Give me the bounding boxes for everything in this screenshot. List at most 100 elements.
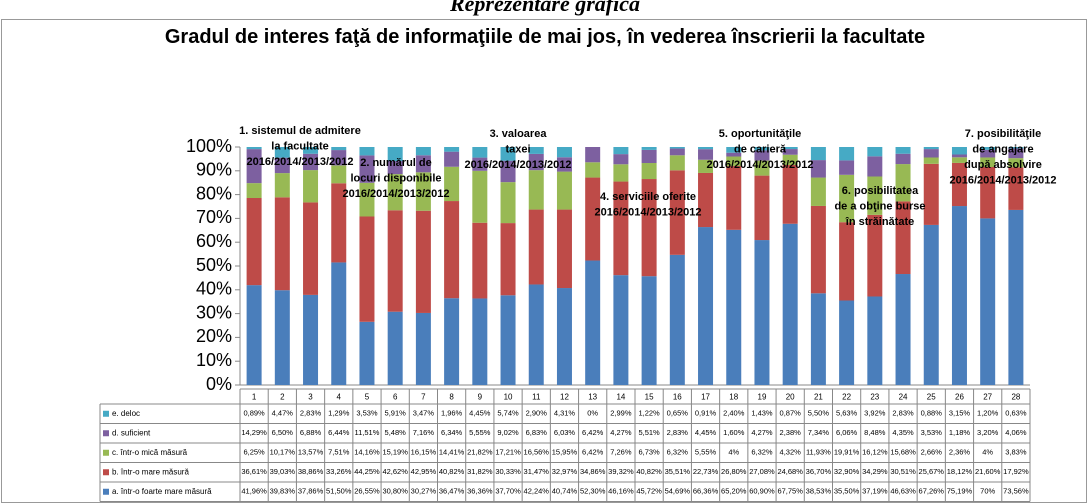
bar-segment — [303, 147, 319, 154]
legend-key — [103, 469, 109, 476]
bar-segment — [556, 157, 572, 172]
bar-segment — [387, 147, 403, 162]
bar-segment — [923, 149, 939, 158]
x-tick-label: 25 — [927, 393, 936, 402]
table-value: 21,60% — [975, 467, 1001, 476]
bar-segment — [669, 254, 685, 385]
table-value: 67,75% — [777, 487, 803, 496]
table-value: 40,82% — [636, 467, 662, 476]
annotation: de carieră — [734, 143, 787, 155]
bar-segment — [669, 170, 685, 255]
table-value: 6,83% — [526, 428, 548, 437]
bar-segment — [331, 183, 347, 263]
table-value: 38,86% — [298, 467, 324, 476]
bar-segment — [839, 160, 855, 175]
bar-segment — [726, 152, 742, 157]
table-value: 6,73% — [638, 448, 660, 457]
bar-segment — [980, 218, 996, 385]
legend-key — [103, 488, 109, 495]
annotation: 4. serviciile oferite — [600, 191, 696, 203]
table-value: 6,03% — [554, 428, 576, 437]
bar-segment — [303, 170, 319, 203]
bar-segment — [980, 157, 996, 167]
bar-segment — [528, 147, 544, 154]
bar-segment — [726, 166, 742, 230]
chart-title: Gradul de interes faţă de informaţiile d… — [164, 26, 926, 48]
bar-segment — [387, 210, 403, 312]
table-value: 30,27% — [411, 487, 437, 496]
table-value: 0,63% — [1005, 409, 1027, 418]
legend-label: a. într-o foarte mare măsură — [112, 487, 212, 496]
table-value: 2,83% — [667, 428, 689, 437]
table-value: 5,51% — [638, 428, 660, 437]
table-value: 27,08% — [749, 467, 775, 476]
bar-segment — [472, 147, 488, 158]
annotation: 7. posibilităţile — [965, 128, 1041, 140]
table-value: 15,19% — [382, 448, 408, 457]
table-value: 70% — [980, 487, 995, 496]
table-value: 39,32% — [608, 467, 634, 476]
bar-segment — [585, 147, 601, 163]
bar-segment — [951, 206, 967, 385]
table-value: 21,82% — [467, 448, 493, 457]
bar-segment — [980, 166, 996, 219]
x-tick-label: 6 — [393, 393, 398, 402]
x-tick-label: 8 — [449, 393, 454, 402]
table-value: 1,43% — [751, 409, 773, 418]
bar-segment — [698, 147, 714, 150]
bar-segment — [923, 163, 939, 225]
bar-segment — [246, 149, 262, 184]
legend-label: e. deloc — [112, 409, 140, 418]
x-tick-label: 11 — [532, 393, 541, 402]
x-tick-label: 4 — [337, 393, 342, 402]
x-tick-label: 24 — [899, 393, 908, 402]
annotation: după absolvire — [964, 159, 1042, 171]
legend-label: b. într-o mare măsură — [112, 467, 189, 476]
table-value: 1,20% — [977, 409, 999, 418]
table-value: 40,74% — [552, 487, 578, 496]
bar-segment — [359, 147, 375, 156]
table-value: 7,34% — [808, 428, 830, 437]
table-value: 0% — [587, 409, 598, 418]
bar-segment — [556, 209, 572, 289]
bar-segment — [528, 209, 544, 285]
table-value: 4,31% — [554, 409, 576, 418]
table-value: 18,12% — [947, 467, 973, 476]
annotation: de a obţine burse — [834, 200, 925, 212]
table-value: 6,42% — [582, 448, 604, 457]
table-value: 2,83% — [300, 409, 322, 418]
x-tick-label: 14 — [616, 393, 625, 402]
bar-segment — [895, 147, 911, 154]
bar-segment — [895, 201, 911, 275]
legend-key — [103, 449, 109, 456]
page-heading: Reprezentare grafică — [449, 0, 641, 16]
table-value: 41,96% — [241, 487, 267, 496]
bar-segment — [472, 157, 488, 171]
bar-segment — [867, 214, 883, 297]
legend-key — [103, 410, 109, 417]
bar-segment — [613, 275, 629, 385]
bar-segment — [923, 147, 939, 150]
bar-segment — [669, 155, 685, 171]
x-tick-label: 15 — [645, 393, 654, 402]
table-value: 5,48% — [385, 428, 407, 437]
table-value: 19,91% — [834, 448, 860, 457]
table-value: 36,61% — [241, 467, 267, 476]
table-value: 2,38% — [780, 428, 802, 437]
bar-segment — [246, 147, 262, 150]
table-value: 6,32% — [751, 448, 773, 457]
y-tick-label: 30% — [196, 302, 232, 322]
table-value: 8,48% — [864, 428, 886, 437]
bar-segment — [867, 176, 883, 215]
bar-segment — [782, 223, 798, 385]
bar-segment — [951, 154, 967, 158]
table-value: 16,12% — [862, 448, 888, 457]
table-value: 3,20% — [977, 428, 999, 437]
table-value: 3,15% — [949, 409, 971, 418]
bar-segment — [415, 155, 431, 173]
table-value: 2,99% — [610, 409, 632, 418]
annotation: 2016/2014/2013/2012 — [706, 159, 813, 171]
bar-segment — [951, 147, 967, 155]
